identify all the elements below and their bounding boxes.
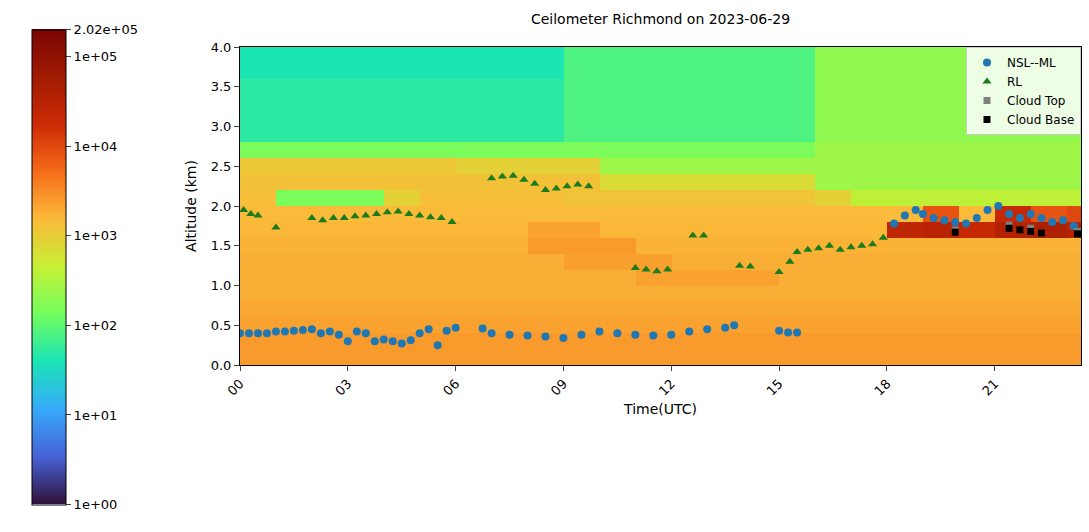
svg-text:12: 12 (656, 376, 678, 398)
svg-text:1e+03: 1e+03 (74, 228, 118, 243)
svg-text:3.0: 3.0 (211, 119, 232, 134)
svg-text:Cloud Top: Cloud Top (1007, 94, 1065, 108)
svg-text:1e+01: 1e+01 (74, 408, 118, 423)
svg-text:2.5: 2.5 (211, 159, 232, 174)
svg-text:1e+05: 1e+05 (74, 49, 118, 64)
svg-text:Altitude (km): Altitude (km) (183, 160, 199, 252)
svg-text:21: 21 (979, 376, 1001, 398)
svg-text:15: 15 (764, 376, 786, 398)
svg-text:00: 00 (224, 376, 246, 398)
svg-text:1.5: 1.5 (211, 238, 232, 253)
svg-text:3.5: 3.5 (211, 79, 232, 94)
svg-text:Time(UTC): Time(UTC) (623, 401, 697, 417)
svg-text:1e+02: 1e+02 (74, 318, 118, 333)
svg-text:18: 18 (871, 376, 893, 398)
svg-text:NSL--ML: NSL--ML (1007, 56, 1056, 70)
svg-text:0.0: 0.0 (211, 358, 232, 373)
svg-text:09: 09 (548, 376, 570, 398)
svg-text:2.02e+05: 2.02e+05 (74, 22, 138, 37)
svg-text:1e+00: 1e+00 (74, 497, 118, 512)
svg-text:1.0: 1.0 (211, 278, 232, 293)
svg-text:Cloud Base: Cloud Base (1007, 113, 1074, 127)
svg-text:1e+04: 1e+04 (74, 139, 118, 154)
svg-text:06: 06 (440, 376, 462, 398)
svg-text:03: 03 (332, 376, 354, 398)
svg-text:RL: RL (1007, 75, 1022, 89)
svg-text:2.0: 2.0 (211, 199, 232, 214)
svg-text:0.5: 0.5 (211, 318, 232, 333)
svg-text:Ceilometer Richmond on 2023-06: Ceilometer Richmond on 2023-06-29 (531, 11, 790, 27)
svg-text:4.0: 4.0 (211, 40, 232, 55)
